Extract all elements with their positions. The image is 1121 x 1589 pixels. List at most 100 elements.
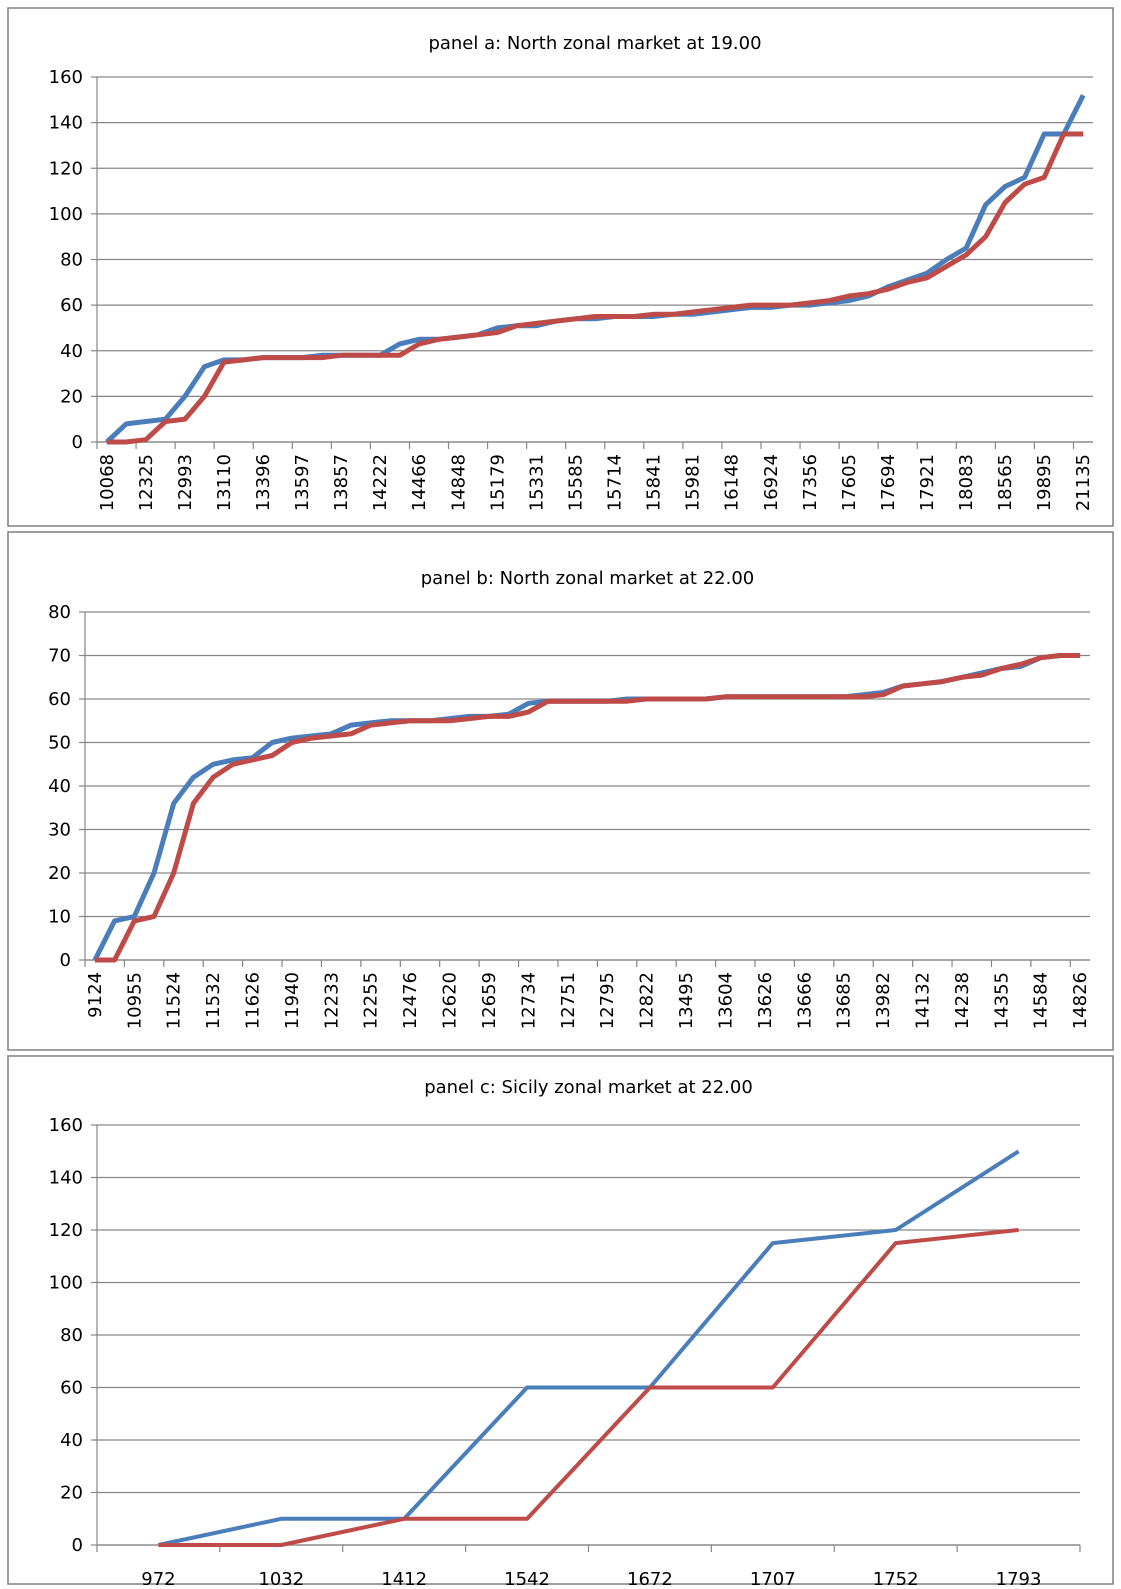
x-tick-label: 12659	[479, 972, 500, 1029]
y-tick-label: 140	[49, 113, 83, 134]
series-line	[157, 1149, 1020, 1547]
y-tick-label: 40	[60, 341, 83, 362]
x-tick-label: 17356	[800, 454, 821, 511]
y-tick-label: 160	[49, 67, 83, 88]
x-tick-label: 17605	[839, 454, 860, 511]
x-tick-label: 14826	[1070, 972, 1091, 1029]
chart-title: panel c: Sicily zonal market at 22.00	[424, 1077, 753, 1098]
x-tick-label: 13982	[873, 972, 894, 1029]
x-tick-label: 17694	[878, 454, 899, 511]
y-tick-label: 100	[49, 204, 83, 225]
y-tick-label: 60	[60, 1378, 83, 1399]
y-tick-label: 140	[49, 1168, 83, 1189]
chart-title: panel b: North zonal market at 22.00	[421, 568, 755, 589]
x-tick-label: 13495	[676, 972, 697, 1029]
x-tick-label: 1412	[381, 1569, 427, 1585]
x-tick-label: 15841	[644, 454, 665, 511]
y-tick-label: 50	[48, 733, 71, 754]
y-tick-label: 20	[48, 863, 71, 884]
x-tick-label: 12734	[518, 972, 539, 1029]
y-tick-label: 0	[72, 1535, 83, 1556]
series-line	[106, 131, 1084, 445]
x-tick-label: 13604	[715, 972, 736, 1029]
x-tick-label: 14222	[370, 454, 391, 511]
x-tick-label: 1542	[504, 1569, 550, 1585]
x-tick-label: 972	[141, 1569, 175, 1585]
y-tick-label: 80	[60, 250, 83, 271]
x-tick-label: 13857	[331, 454, 352, 511]
x-tick-label: 1752	[873, 1569, 919, 1585]
x-tick-label: 12795	[597, 972, 618, 1029]
chart-title: panel a: North zonal market at 19.00	[428, 33, 761, 54]
y-tick-label: 0	[72, 432, 83, 453]
x-tick-label: 12822	[637, 972, 658, 1029]
x-tick-label: 14132	[913, 972, 934, 1029]
x-tick-label: 15981	[683, 454, 704, 511]
x-tick-label: 11524	[164, 972, 185, 1029]
x-tick-label: 14355	[991, 972, 1012, 1029]
x-tick-label: 18083	[956, 454, 977, 511]
x-tick-label: 11626	[243, 972, 264, 1029]
x-tick-label: 14238	[952, 972, 973, 1029]
x-tick-label: 12233	[321, 972, 342, 1029]
y-tick-label: 120	[49, 1220, 83, 1241]
y-tick-label: 30	[48, 820, 71, 841]
x-tick-label: 11532	[203, 972, 224, 1029]
y-tick-label: 10	[48, 907, 71, 928]
x-tick-label: 14584	[1031, 972, 1052, 1029]
panel-frame	[7, 531, 1114, 1051]
y-tick-label: 160	[49, 1115, 83, 1136]
x-tick-label: 12620	[440, 972, 461, 1029]
series-line	[94, 653, 1081, 963]
series-line	[158, 1228, 1019, 1547]
y-tick-label: 0	[60, 950, 71, 971]
x-tick-label: 12751	[558, 972, 579, 1029]
x-tick-label: 13597	[292, 454, 313, 511]
panel-frame	[7, 7, 1114, 527]
x-tick-label: 15179	[487, 454, 508, 511]
series-line	[105, 94, 1086, 444]
y-tick-label: 120	[49, 158, 83, 179]
x-tick-label: 15331	[526, 454, 547, 511]
x-tick-label: 18565	[995, 454, 1016, 511]
x-tick-label: 13685	[834, 972, 855, 1029]
y-tick-label: 40	[48, 776, 71, 797]
x-tick-label: 12255	[361, 972, 382, 1029]
x-tick-label: 13666	[794, 972, 815, 1029]
x-tick-label: 13110	[214, 454, 235, 511]
y-tick-label: 40	[60, 1430, 83, 1451]
x-tick-label: 12325	[136, 454, 157, 511]
x-tick-label: 21135	[1073, 454, 1094, 511]
y-tick-label: 60	[48, 689, 71, 710]
x-tick-label: 19895	[1034, 454, 1055, 511]
x-tick-label: 14466	[409, 454, 430, 511]
x-tick-label: 1032	[258, 1569, 304, 1585]
x-tick-label: 1707	[750, 1569, 796, 1585]
y-tick-label: 20	[60, 1483, 83, 1504]
x-tick-label: 9124	[85, 972, 106, 1018]
x-tick-label: 12476	[400, 972, 421, 1029]
x-tick-label: 1672	[627, 1569, 673, 1585]
y-tick-label: 70	[48, 646, 71, 667]
x-tick-label: 1793	[996, 1569, 1042, 1585]
y-tick-label: 100	[49, 1273, 83, 1294]
x-tick-label: 10068	[97, 454, 118, 511]
x-tick-label: 16924	[761, 454, 782, 511]
x-tick-label: 11940	[282, 972, 303, 1029]
x-tick-label: 13626	[755, 972, 776, 1029]
y-tick-label: 60	[60, 295, 83, 316]
x-tick-label: 15585	[565, 454, 586, 511]
x-tick-label: 14848	[448, 454, 469, 511]
x-tick-label: 10955	[124, 972, 145, 1029]
y-tick-label: 80	[60, 1325, 83, 1346]
y-tick-label: 80	[48, 602, 71, 623]
x-tick-label: 13396	[253, 454, 274, 511]
panel-frame	[7, 1055, 1114, 1585]
x-tick-label: 16148	[722, 454, 743, 511]
x-tick-label: 17921	[917, 454, 938, 511]
y-tick-label: 20	[60, 386, 83, 407]
x-tick-label: 12993	[175, 454, 196, 511]
x-tick-label: 15714	[605, 454, 626, 511]
